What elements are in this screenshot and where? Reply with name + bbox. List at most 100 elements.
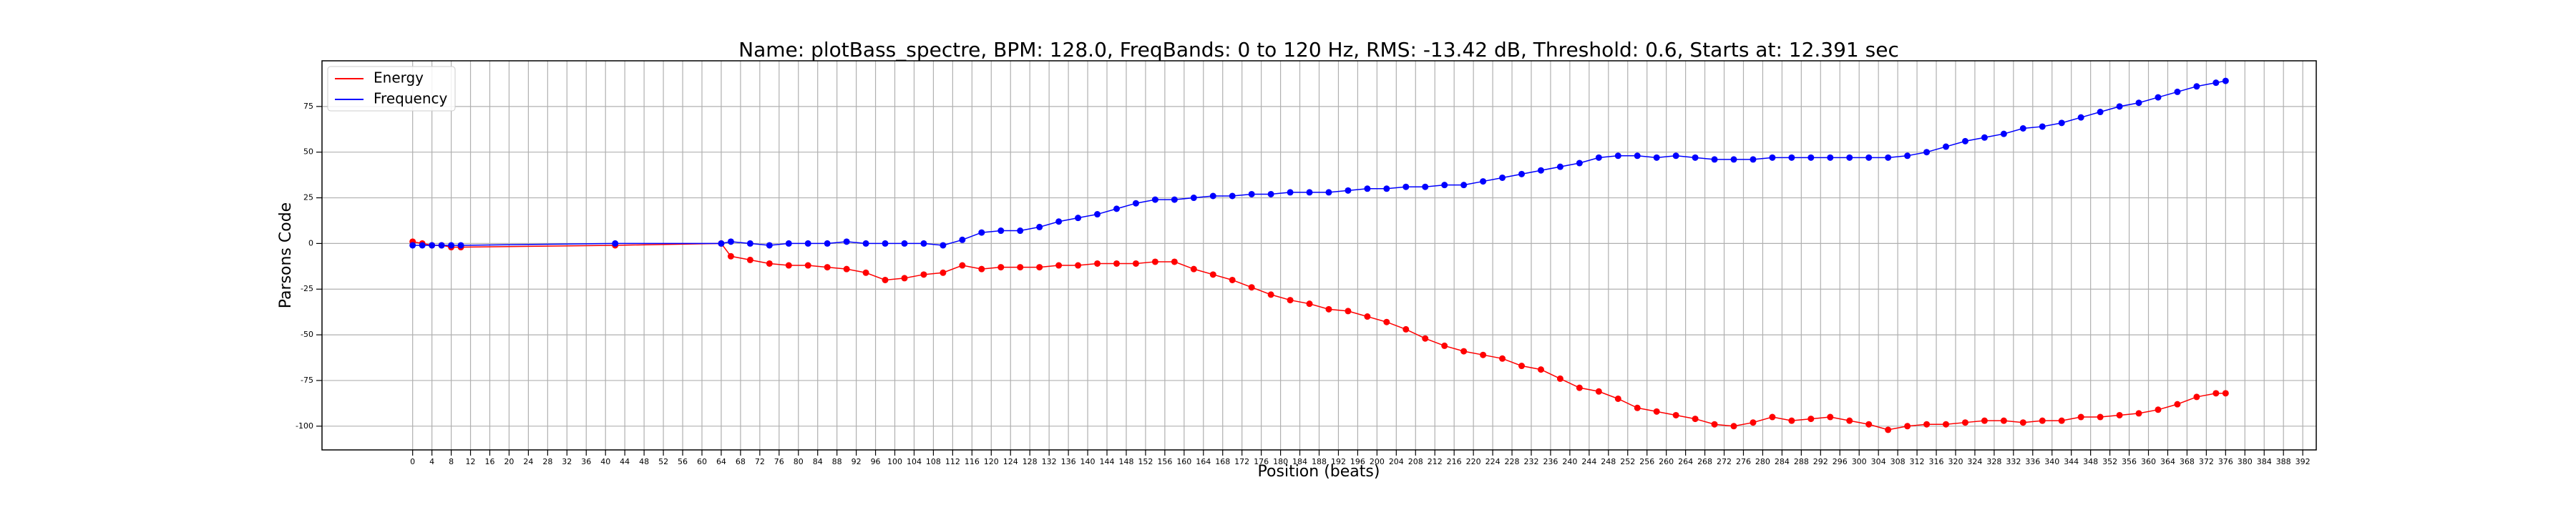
x-tick-label: 36	[581, 457, 591, 466]
x-tick-label: 108	[926, 457, 941, 466]
x-tick-label: 200	[1370, 457, 1385, 466]
marker	[862, 240, 869, 247]
x-tick-label: 236	[1543, 457, 1558, 466]
marker	[959, 262, 966, 269]
marker	[882, 240, 889, 247]
marker	[1094, 211, 1101, 218]
x-tick-label: 240	[1562, 457, 1577, 466]
marker	[2097, 413, 2104, 421]
marker	[1885, 154, 1892, 161]
marker	[1306, 189, 1313, 196]
x-tick-label: 336	[2025, 457, 2040, 466]
marker	[959, 236, 966, 243]
y-tick-label: 75	[303, 102, 313, 111]
x-tick-label: 112	[945, 457, 960, 466]
marker	[2058, 417, 2065, 424]
chart-title: Name: plotBass_spectre, BPM: 128.0, Freq…	[738, 38, 1899, 62]
marker	[766, 242, 773, 249]
marker	[1364, 185, 1371, 192]
marker	[438, 242, 445, 249]
marker	[1190, 265, 1197, 273]
marker	[1750, 419, 1757, 426]
x-tick-label: 84	[813, 457, 823, 466]
x-tick-label: 208	[1408, 457, 1423, 466]
x-tick-label: 196	[1350, 457, 1365, 466]
marker	[2116, 103, 2123, 110]
x-tick-label: 344	[2064, 457, 2079, 466]
x-tick-label: 308	[1890, 457, 1906, 466]
marker	[2155, 406, 2162, 413]
marker	[1653, 154, 1660, 161]
x-tick-label: 276	[1736, 457, 1751, 466]
x-tick-label: 44	[620, 457, 630, 466]
x-tick-label: 68	[736, 457, 746, 466]
x-tick-label: 216	[1447, 457, 1462, 466]
marker	[1345, 187, 1352, 194]
marker	[1499, 355, 1506, 362]
marker	[1923, 421, 1931, 428]
marker	[1055, 218, 1063, 225]
marker	[1769, 154, 1776, 161]
marker	[1537, 366, 1544, 373]
marker	[1383, 185, 1390, 192]
marker	[1807, 154, 1815, 161]
marker	[1229, 192, 1236, 200]
x-axis-label: Position (beats)	[1258, 463, 1380, 481]
marker	[843, 265, 850, 273]
marker	[2174, 88, 2181, 95]
marker	[718, 240, 725, 247]
y-tick-label: -75	[301, 376, 313, 385]
x-tick-label: 392	[2296, 457, 2311, 466]
marker	[1036, 223, 1043, 230]
marker	[2135, 99, 2142, 107]
x-tick-label: 120	[984, 457, 999, 466]
marker	[1846, 417, 1853, 424]
marker	[1711, 156, 1718, 163]
x-tick-label: 300	[1852, 457, 1867, 466]
marker	[1692, 416, 1699, 423]
x-tick-label: 244	[1581, 457, 1596, 466]
marker	[1576, 160, 1583, 167]
x-tick-label: 340	[2044, 457, 2059, 466]
x-tick-label: 212	[1428, 457, 1443, 466]
marker	[1904, 423, 1911, 430]
marker	[1865, 421, 1873, 428]
x-tick-label: 180	[1273, 457, 1288, 466]
marker	[1807, 416, 1815, 423]
marker	[1692, 154, 1699, 161]
marker	[1017, 264, 1024, 271]
marker	[1518, 170, 1526, 177]
marker	[920, 271, 927, 278]
x-tick-label: 124	[1003, 457, 1018, 466]
marker	[1480, 178, 1487, 185]
marker	[2039, 417, 2046, 424]
marker	[1885, 426, 1892, 433]
x-tick-label: 72	[755, 457, 765, 466]
x-tick-label: 368	[2180, 457, 2195, 466]
marker	[1518, 363, 1526, 370]
x-tick-label: 376	[2218, 457, 2233, 466]
marker	[1942, 421, 1949, 428]
x-tick-label: 356	[2122, 457, 2137, 466]
marker	[1942, 143, 1949, 150]
marker	[804, 240, 811, 247]
marker	[1171, 258, 1178, 265]
x-tick-label: 4	[429, 457, 434, 466]
marker	[1981, 417, 1988, 424]
marker	[1364, 313, 1371, 320]
x-tick-label: 152	[1138, 457, 1153, 466]
marker	[940, 269, 947, 276]
x-tick-label: 260	[1659, 457, 1674, 466]
x-tick-label: 32	[562, 457, 572, 466]
marker	[1846, 154, 1853, 161]
marker	[409, 242, 416, 249]
marker	[1865, 154, 1873, 161]
marker	[2193, 393, 2200, 401]
marker	[1345, 308, 1352, 315]
marker	[997, 227, 1005, 235]
marker	[1036, 264, 1043, 271]
x-tick-label: 328	[1986, 457, 2001, 466]
marker	[419, 242, 426, 249]
x-tick-label: 8	[449, 457, 454, 466]
